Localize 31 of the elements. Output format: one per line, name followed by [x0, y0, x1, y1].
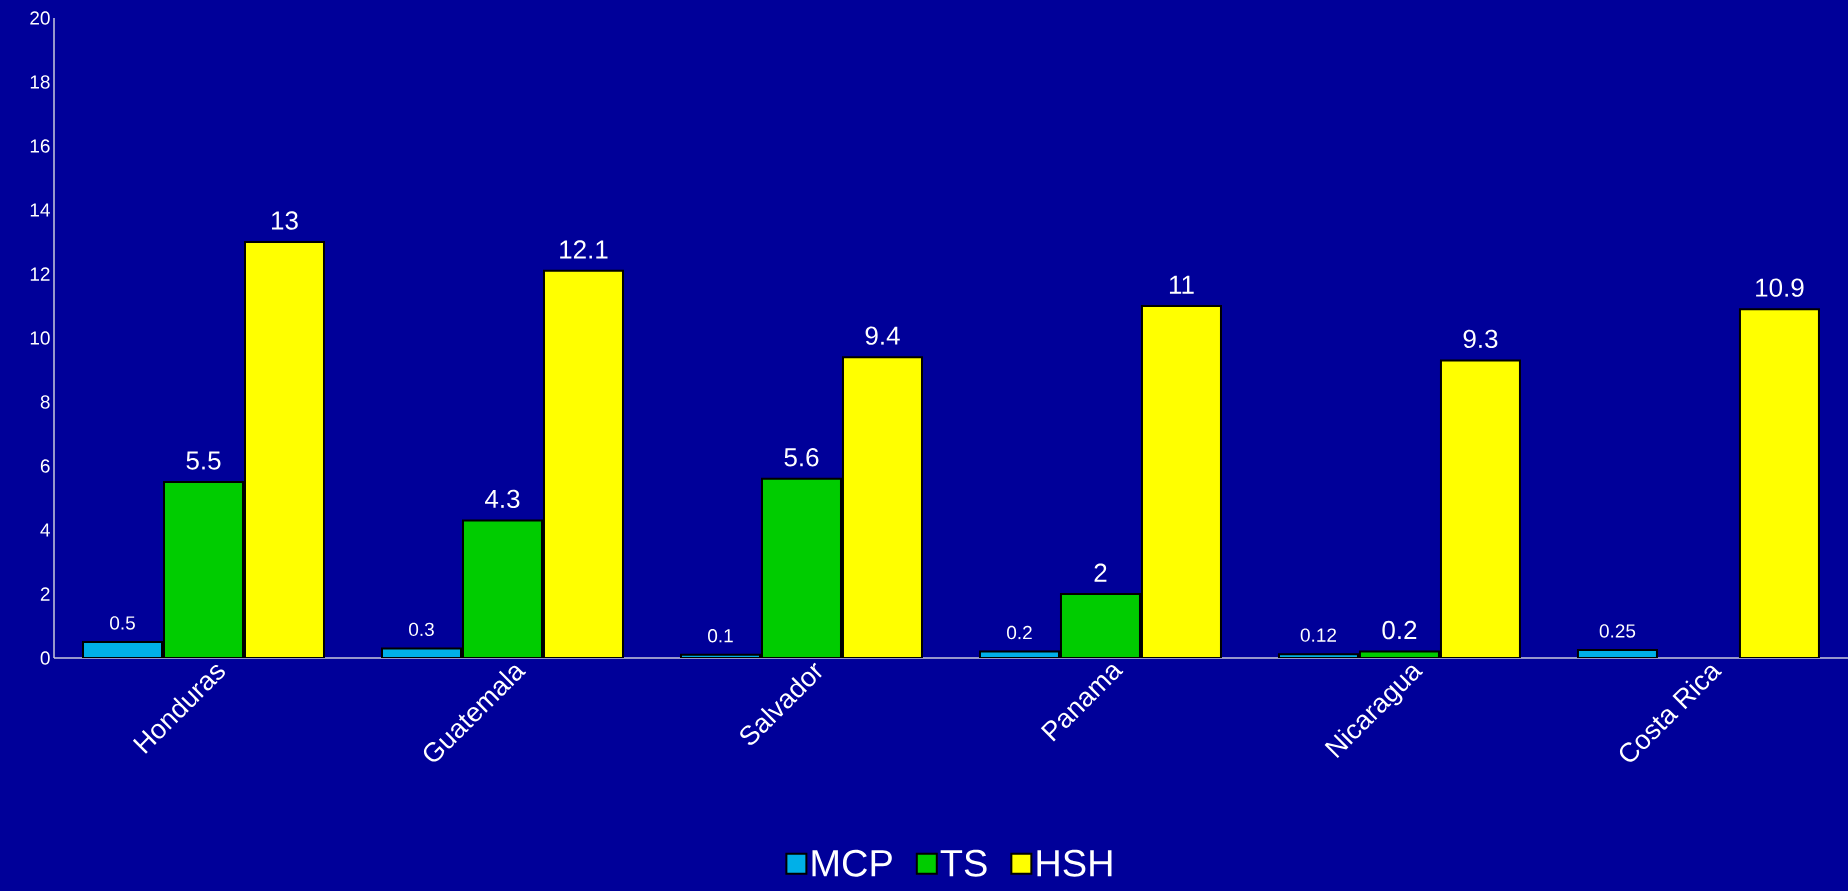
data-label: 4.3: [485, 489, 520, 509]
y-tick-label: 12: [30, 267, 50, 281]
data-label: 2: [1094, 563, 1107, 582]
data-label: 0.25: [1599, 624, 1636, 638]
data-label: 0.2: [1007, 625, 1032, 640]
y-tick-label: 0: [40, 651, 50, 665]
data-label: 0.12: [1300, 628, 1336, 642]
y-tick-label: 4: [40, 523, 50, 537]
data-label: 9.4: [865, 326, 900, 345]
legend-label: MCP: [812, 849, 892, 877]
legend-label: TS: [940, 849, 987, 877]
data-label: 12.1: [560, 240, 608, 259]
y-tick-label: 18: [30, 75, 50, 89]
y-tick-label: 14: [30, 203, 50, 217]
data-label: 0.1: [708, 629, 733, 643]
data-label: 13: [272, 211, 298, 230]
data-label: 10.9: [1756, 278, 1804, 297]
data-label: 0.3: [409, 622, 434, 637]
y-tick-label: 16: [30, 139, 50, 153]
y-tick-label: 10: [30, 331, 50, 345]
data-label: 0.5: [110, 616, 135, 630]
legend-label: HSH: [1037, 849, 1112, 877]
data-label: 5.6: [784, 448, 819, 467]
data-label: 9.3: [1463, 329, 1498, 349]
data-label: 0.2: [1382, 620, 1417, 640]
y-tick-label: 2: [40, 587, 50, 601]
y-tick-label: 6: [40, 459, 50, 473]
y-tick-label: 8: [40, 395, 50, 409]
data-label: 5.5: [186, 451, 221, 470]
y-tick-label: 20: [30, 11, 50, 25]
data-label: 11: [1169, 275, 1194, 294]
